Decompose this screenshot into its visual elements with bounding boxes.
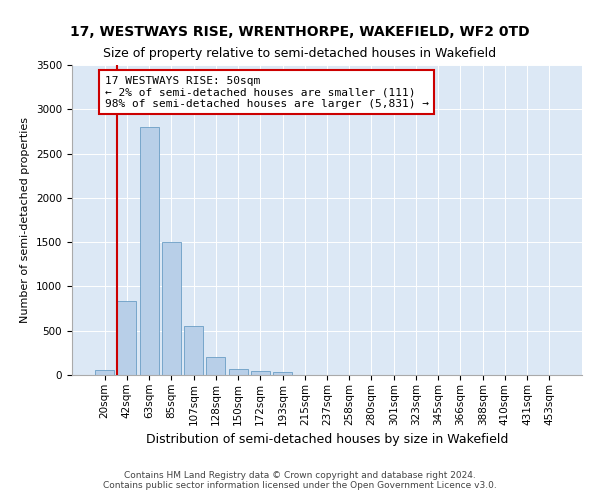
Bar bbox=[229, 369, 248, 375]
Bar bbox=[162, 242, 181, 375]
X-axis label: Distribution of semi-detached houses by size in Wakefield: Distribution of semi-detached houses by … bbox=[146, 433, 508, 446]
Bar bbox=[118, 302, 136, 375]
Bar bbox=[184, 326, 203, 375]
Bar bbox=[95, 370, 114, 375]
Text: 17, WESTWAYS RISE, WRENTHORPE, WAKEFIELD, WF2 0TD: 17, WESTWAYS RISE, WRENTHORPE, WAKEFIELD… bbox=[70, 25, 530, 39]
Text: Contains HM Land Registry data © Crown copyright and database right 2024.
Contai: Contains HM Land Registry data © Crown c… bbox=[103, 470, 497, 490]
Bar bbox=[140, 127, 158, 375]
Bar bbox=[273, 372, 292, 375]
Bar bbox=[251, 370, 270, 375]
Y-axis label: Number of semi-detached properties: Number of semi-detached properties bbox=[20, 117, 31, 323]
Bar bbox=[206, 358, 225, 375]
Text: Size of property relative to semi-detached houses in Wakefield: Size of property relative to semi-detach… bbox=[103, 48, 497, 60]
Text: 17 WESTWAYS RISE: 50sqm
← 2% of semi-detached houses are smaller (111)
98% of se: 17 WESTWAYS RISE: 50sqm ← 2% of semi-det… bbox=[104, 76, 428, 109]
